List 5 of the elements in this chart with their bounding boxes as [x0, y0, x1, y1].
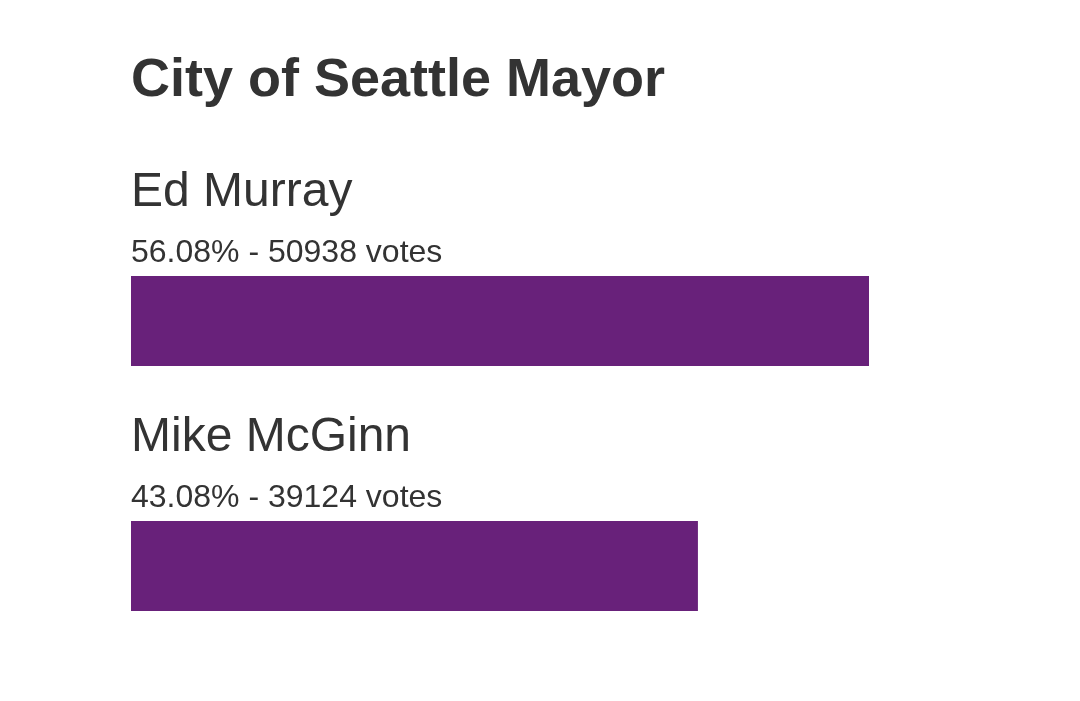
chart-title: City of Seattle Mayor — [131, 47, 666, 107]
data-label: 43.08% - 39124 votes — [131, 478, 443, 514]
y-tick-label: Ed Murray — [131, 163, 353, 216]
y-tick-label: Mike McGinn — [131, 408, 412, 461]
data-label: 56.08% - 50938 votes — [131, 233, 443, 269]
